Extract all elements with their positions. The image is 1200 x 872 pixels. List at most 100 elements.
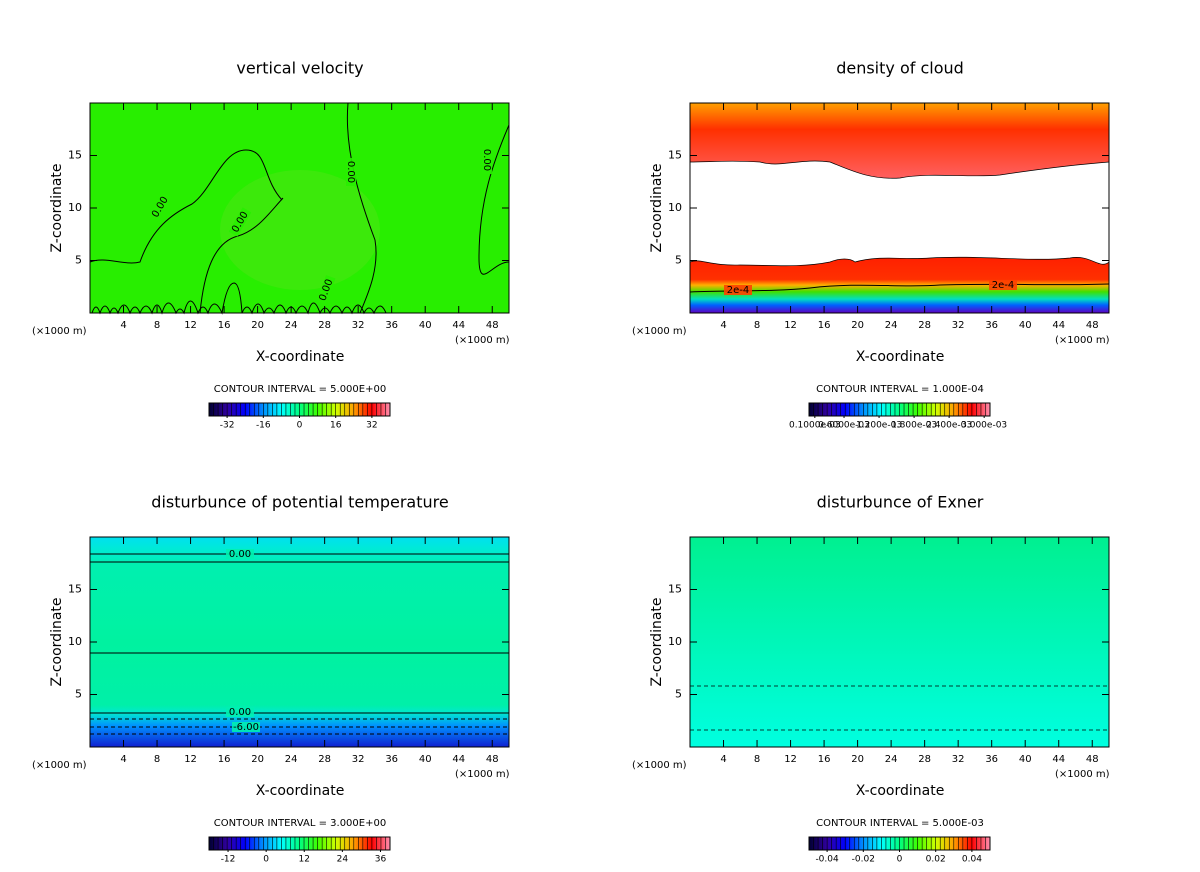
contour-line (689, 283, 1110, 293)
x-tick-label: 44 (1052, 320, 1065, 331)
colorbar-tick-label: 1.200e-03 (856, 421, 902, 431)
colorbar-tick-label: 12 (299, 855, 310, 865)
x-tick-label: 48 (1086, 320, 1099, 331)
x-tick-label: 32 (352, 754, 365, 765)
colorbar-tick-label: 1.800e-03 (891, 421, 937, 431)
contour-interval: CONTOUR INTERVAL = 5.000E-03 (816, 818, 984, 829)
y-tick-label: 5 (675, 688, 682, 701)
contour-label: 0.00 (345, 161, 356, 183)
x-axis-label: X-coordinate (256, 783, 345, 799)
x-tick-label: 44 (1052, 754, 1065, 765)
y-tick-label: 5 (75, 688, 82, 701)
x-tick-label: 12 (184, 320, 197, 331)
x-tick-label: 32 (952, 754, 965, 765)
x-unit: (×1000 m) (1055, 769, 1110, 780)
annotation-bg (226, 707, 254, 717)
annotation-bg (148, 192, 172, 222)
y-axis-label: Z-coordinate (49, 597, 65, 686)
colorbar-tick-label: 0.6000e-03 (818, 421, 870, 431)
y-tick-label: 10 (668, 635, 682, 648)
contour-interval: CONTOUR INTERVAL = 3.000E+00 (214, 818, 386, 829)
x-tick-label: 36 (385, 754, 398, 765)
x-tick-label: 32 (952, 320, 965, 331)
x-tick-label: 24 (885, 320, 898, 331)
x-unit: (×1000 m) (1055, 335, 1110, 346)
x-tick-label: 40 (419, 754, 432, 765)
annotation-bg (989, 280, 1017, 290)
y-tick-label: 10 (68, 201, 82, 214)
x-axis-label: X-coordinate (856, 783, 945, 799)
x-tick-label: 4 (720, 320, 726, 331)
annotation-bg (226, 549, 254, 559)
contour-line (478, 124, 510, 275)
colorbar-tick-label: 0.1000e-03 (789, 421, 841, 431)
colorbar-tick-label: 3.000e-03 (961, 421, 1007, 431)
x-axis-label: X-coordinate (856, 349, 945, 365)
x-tick-label: 28 (318, 320, 331, 331)
contour-label: -6.00 (233, 722, 259, 733)
x-axis-label: X-coordinate (256, 349, 345, 365)
cloud-top (689, 102, 1110, 179)
y-tick-label: 10 (68, 635, 82, 648)
x-unit: (×1000 m) (632, 760, 687, 771)
field-shade (220, 170, 380, 290)
x-tick-label: 8 (754, 754, 760, 765)
colorbar-tick-label: 0 (297, 421, 303, 431)
x-tick-label: 16 (218, 754, 231, 765)
x-tick-label: 12 (184, 754, 197, 765)
colorbar-tick-label: 0 (263, 855, 269, 865)
field (690, 537, 1109, 747)
x-tick-label: 36 (985, 320, 998, 331)
y-tick-label: 5 (75, 254, 82, 267)
x-unit: (×1000 m) (32, 760, 87, 771)
y-axis-label: Z-coordinate (649, 163, 665, 252)
cloud-bottom (689, 256, 1110, 314)
colorbar-tick-label: -0.04 (815, 855, 839, 865)
x-unit: (×1000 m) (455, 769, 510, 780)
chart-title: density of cloud (836, 59, 964, 78)
x-tick-label: 4 (120, 320, 126, 331)
annotation-bg (346, 158, 356, 186)
field (90, 537, 509, 747)
colorbar-tick-label: -16 (256, 421, 271, 431)
y-axis-label: Z-coordinate (649, 597, 665, 686)
colorbar-tick-label: -32 (220, 421, 235, 431)
x-tick-label: 48 (1086, 754, 1099, 765)
y-tick-label: 15 (68, 583, 82, 596)
annotation-bg (724, 285, 752, 295)
x-tick-label: 28 (918, 320, 931, 331)
x-tick-label: 16 (818, 754, 831, 765)
contour-label: 0.00 (229, 707, 251, 718)
x-unit: (×1000 m) (32, 326, 87, 337)
y-tick-label: 10 (668, 201, 682, 214)
x-tick-label: 20 (851, 320, 864, 331)
colorbar-tick-label: 24 (337, 855, 349, 865)
x-tick-label: 8 (154, 320, 160, 331)
x-tick-label: 36 (385, 320, 398, 331)
colorbar-tick-label: 2.400e-03 (926, 421, 972, 431)
contour-label: 2e-4 (992, 280, 1015, 291)
x-tick-label: 20 (251, 320, 264, 331)
x-tick-label: 40 (419, 320, 432, 331)
contour-interval: CONTOUR INTERVAL = 1.000E-04 (816, 384, 984, 395)
colorbar-tick-label: 0 (897, 855, 903, 865)
contour-line (89, 149, 283, 264)
x-unit: (×1000 m) (455, 335, 510, 346)
colorbar-tick-label: 32 (366, 421, 377, 431)
contour-label: 0.00 (481, 149, 492, 171)
x-tick-label: 24 (285, 754, 298, 765)
x-tick-label: 48 (486, 320, 499, 331)
x-tick-label: 24 (285, 320, 298, 331)
x-tick-label: 40 (1019, 320, 1032, 331)
contour-interval: CONTOUR INTERVAL = 5.000E+00 (214, 384, 386, 395)
contour-label: 0.00 (229, 549, 251, 560)
x-tick-label: 44 (452, 320, 465, 331)
x-tick-label: 16 (218, 320, 231, 331)
x-tick-label: 8 (154, 754, 160, 765)
contour-line (91, 282, 387, 315)
